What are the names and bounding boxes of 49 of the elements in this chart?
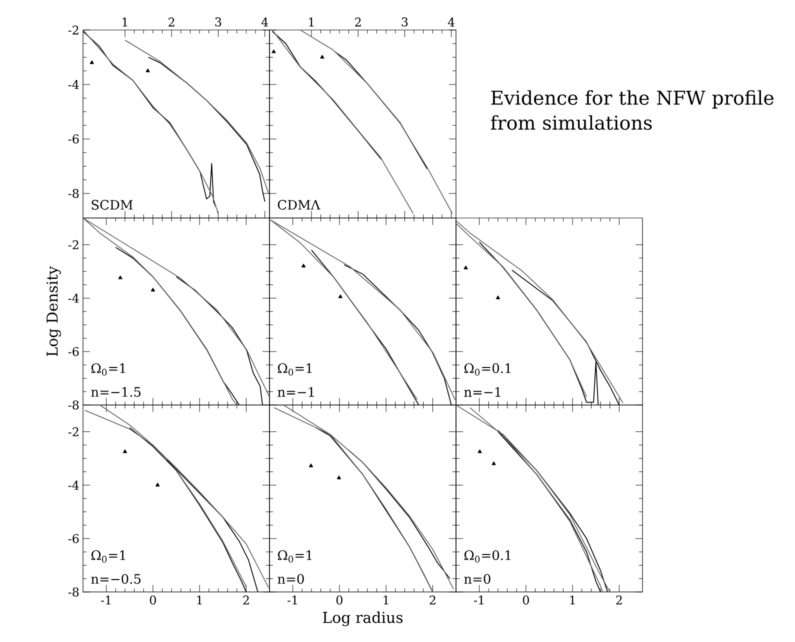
x-tick-label: 3 bbox=[402, 17, 408, 26]
x-tick-label: 2 bbox=[243, 596, 249, 604]
y-tick-label: -4 bbox=[68, 294, 79, 303]
y-tick-label: -4 bbox=[68, 480, 79, 490]
x-tick-label: -1 bbox=[288, 596, 297, 604]
x-tick-label: 2 bbox=[616, 596, 622, 604]
x-tick-label: 1 bbox=[197, 596, 202, 604]
x-tick-label: 1 bbox=[122, 18, 128, 26]
y-tick-label: -4 bbox=[68, 80, 79, 89]
y-tick-label: -8 bbox=[68, 188, 79, 198]
annotation: CDMΛ bbox=[278, 200, 320, 210]
annotation: n=0 bbox=[464, 574, 490, 584]
annotation: Ω$_{0}$=0.1 bbox=[464, 363, 510, 376]
annotation: n=−0.5 bbox=[91, 574, 140, 584]
x-tick-label: 2 bbox=[168, 18, 174, 26]
annotation: Ω$_{0}$=1 bbox=[91, 363, 126, 376]
x-tick-label: 2 bbox=[355, 18, 361, 26]
y-tick-label: -2 bbox=[68, 26, 78, 34]
y-tick-label: -2 bbox=[68, 240, 78, 250]
x-tick-label: -1 bbox=[101, 596, 110, 604]
annotation: Ω$_{0}$=1 bbox=[91, 550, 126, 563]
x-tick-label: 4 bbox=[448, 18, 455, 26]
annotation: n=−1.5 bbox=[91, 386, 140, 397]
annotation: n=0 bbox=[278, 574, 304, 584]
x-tick-label: 2 bbox=[430, 596, 436, 604]
y-tick-label: -8 bbox=[68, 400, 79, 410]
x-tick-label: 4 bbox=[261, 18, 268, 26]
x-tick-label: 3 bbox=[215, 17, 222, 26]
y-tick-label: -2 bbox=[68, 427, 78, 436]
x-tick-label: -1 bbox=[474, 596, 484, 604]
annotation: n=−1 bbox=[278, 387, 314, 397]
annotation: Ω$_{0}$=0.1 bbox=[464, 550, 510, 563]
x-tick-label: 0 bbox=[522, 596, 529, 605]
y-tick-label: -6 bbox=[68, 534, 79, 544]
annotation: n=−1 bbox=[464, 387, 500, 397]
annotation: SCDM bbox=[92, 200, 133, 210]
x-tick-label: 0 bbox=[336, 596, 342, 605]
y-axis-title: Log Density bbox=[46, 266, 61, 356]
annotation: Ω$_{0}$=1 bbox=[278, 363, 312, 376]
y-tick-label: -6 bbox=[68, 134, 79, 144]
x-tick-label: 1 bbox=[384, 596, 388, 604]
x-tick-label: 1 bbox=[309, 18, 314, 26]
x-axis-title: Log radius bbox=[322, 611, 403, 626]
x-tick-label: 1 bbox=[570, 596, 575, 604]
y-tick-label: -8 bbox=[68, 587, 79, 597]
x-tick-label: 0 bbox=[150, 596, 156, 605]
annotation: Ω$_{0}$=1 bbox=[278, 550, 312, 563]
text: Evidence for the NFW profile from simulations bbox=[490, 90, 774, 130]
y-tick-label: -6 bbox=[68, 347, 79, 356]
